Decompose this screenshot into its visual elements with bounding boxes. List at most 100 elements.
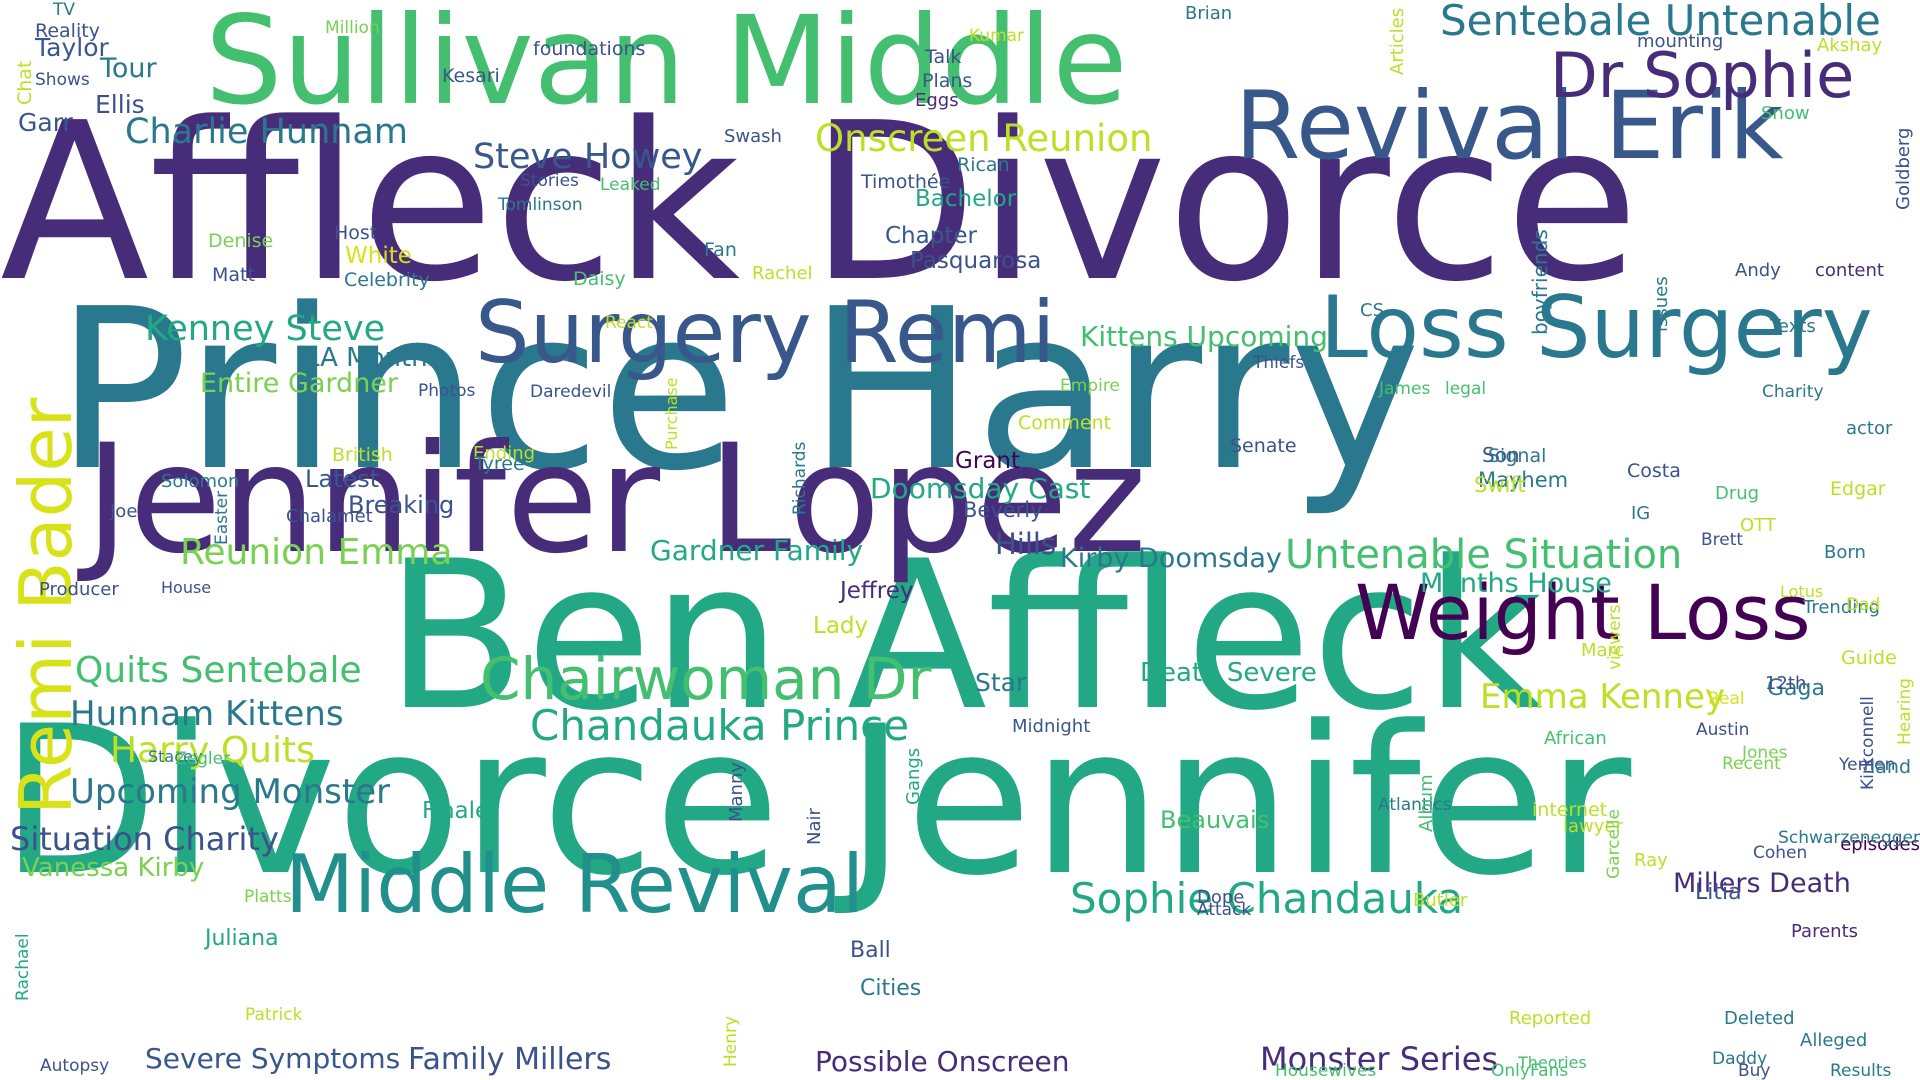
cloud-word: Solomon	[161, 471, 240, 492]
cloud-word: viewers	[1605, 604, 1625, 670]
cloud-word: Kumar	[969, 26, 1025, 46]
cloud-word: Texts	[1770, 316, 1816, 337]
cloud-word: Quits Sentebale	[75, 650, 362, 691]
cloud-word: Andy	[1735, 260, 1781, 281]
cloud-word: Gangs	[903, 747, 924, 805]
cloud-word: Gardner Family	[650, 534, 864, 567]
cloud-word: Hearing	[1895, 678, 1915, 745]
cloud-word: Kenney Steve	[145, 309, 386, 349]
cloud-word: Kirby Doomsday	[1060, 543, 1282, 574]
cloud-word: Stacey	[148, 747, 203, 766]
cloud-word: Swash	[724, 126, 782, 147]
cloud-word: Millers Death	[1673, 868, 1851, 899]
cloud-word: Ben Affleck	[385, 518, 1543, 756]
cloud-word: Juliana	[205, 926, 279, 951]
cloud-word: Family Millers	[408, 1042, 612, 1077]
cloud-word: Eggs	[915, 90, 959, 111]
cloud-word: Timothée	[861, 171, 951, 193]
cloud-word: Ellis	[95, 90, 145, 119]
cloud-word: Daddy	[1712, 1049, 1768, 1069]
cloud-word: 12th	[1765, 673, 1807, 694]
cloud-word: Thiefs	[1253, 353, 1305, 373]
cloud-word: Ending	[473, 443, 536, 464]
cloud-word: Star	[975, 668, 1027, 697]
cloud-word: Jennifer Lopez	[85, 413, 1147, 587]
cloud-word: Talk	[925, 46, 962, 68]
cloud-word: Patrick	[245, 1005, 303, 1025]
cloud-word: African	[1544, 728, 1607, 749]
cloud-word: Atlantics	[1378, 795, 1452, 815]
cloud-word: Surgery Remi	[475, 283, 1056, 383]
cloud-word: Articles	[1387, 7, 1408, 75]
cloud-word: Platts	[244, 887, 292, 907]
cloud-word: Affleck Divorce	[0, 77, 1640, 330]
cloud-word: lawyer	[1563, 816, 1623, 837]
cloud-word: Monster Series	[1260, 1040, 1499, 1078]
cloud-word: Purchase	[662, 377, 681, 450]
cloud-word: Comment	[1018, 412, 1112, 434]
cloud-word: White	[345, 243, 412, 269]
cloud-word: mounting	[1637, 31, 1724, 52]
cloud-word: Producer	[39, 579, 119, 600]
cloud-word: Edgar	[1830, 478, 1886, 500]
cloud-word: Drug	[1715, 483, 1760, 504]
cloud-word: Chat	[14, 60, 36, 105]
cloud-word: Kesari	[442, 65, 500, 87]
cloud-word: Kittens Upcoming	[1080, 320, 1328, 353]
cloud-word: Deleted	[1724, 1008, 1795, 1029]
cloud-word: Cities	[860, 976, 922, 1001]
cloud-word: Dope	[1197, 887, 1245, 908]
cloud-word: Chalamet	[286, 506, 373, 527]
cloud-word: Rachel	[752, 263, 813, 284]
cloud-word: Cohen	[1753, 843, 1808, 863]
cloud-word: Yemen	[1839, 755, 1896, 775]
cloud-word: Reported	[1509, 1008, 1592, 1029]
cloud-word: Album	[1416, 774, 1437, 832]
cloud-word: Grant	[955, 448, 1020, 474]
cloud-word: Results	[1830, 1061, 1892, 1080]
cloud-word: Beauvais	[1160, 806, 1270, 834]
cloud-word: Austin	[1696, 720, 1750, 740]
cloud-word: Chairwoman Dr	[480, 645, 932, 713]
cloud-word: Senate	[1230, 435, 1297, 457]
cloud-word: Entire Gardner	[200, 368, 399, 399]
cloud-word: Tour	[100, 53, 157, 84]
cloud-word: Butler	[1413, 890, 1468, 911]
cloud-word: Costa	[1627, 460, 1681, 482]
cloud-word: Trending	[1803, 597, 1881, 618]
cloud-word: Reunion Emma	[180, 532, 453, 573]
cloud-word: Mayhem	[1478, 468, 1569, 492]
cloud-word: Dr Sophie	[1550, 39, 1855, 112]
cloud-word: Litia	[1695, 880, 1742, 905]
cloud-word: Stories	[520, 171, 579, 191]
cloud-word: Harry Quits	[110, 730, 315, 771]
cloud-word: Upcoming Monster	[70, 772, 391, 812]
cloud-word: Beverly	[963, 498, 1043, 522]
cloud-word: Vanessa Kirby	[22, 853, 205, 883]
cloud-word: boyfriends	[1528, 229, 1552, 335]
cloud-word: Doomsday Cast	[870, 472, 1091, 505]
cloud-word: Taylor	[35, 33, 109, 62]
cloud-word: Daredevil	[530, 382, 612, 402]
cloud-word: Prince Harry	[55, 262, 1421, 520]
cloud-word: Remi Bader	[4, 397, 88, 815]
cloud-word: Brian	[1185, 3, 1233, 24]
cloud-word: Charity	[1762, 382, 1824, 402]
cloud-word: Severe Symptoms	[145, 1042, 401, 1075]
cloud-word: Zegler	[175, 749, 231, 769]
cloud-word: Kirkconnell	[1858, 696, 1878, 790]
cloud-word: content	[1815, 260, 1884, 281]
cloud-word: Finale	[422, 798, 490, 824]
cloud-word: TV	[53, 0, 76, 20]
cloud-word: Middle Revival	[285, 838, 865, 931]
cloud-word: Nair	[804, 808, 825, 845]
cloud-word: Matt	[212, 264, 255, 286]
cloud-word: episodes	[1840, 834, 1920, 855]
cloud-word: Bachelor	[915, 186, 1017, 212]
cloud-word: Situation Charity	[10, 820, 279, 858]
cloud-word: OnlyFans	[1491, 1061, 1569, 1080]
cloud-word: internet	[1532, 799, 1608, 821]
cloud-word: Revival Erik	[1235, 72, 1784, 181]
cloud-word: Swift	[1474, 473, 1526, 497]
cloud-word: Gaga	[1767, 676, 1825, 701]
